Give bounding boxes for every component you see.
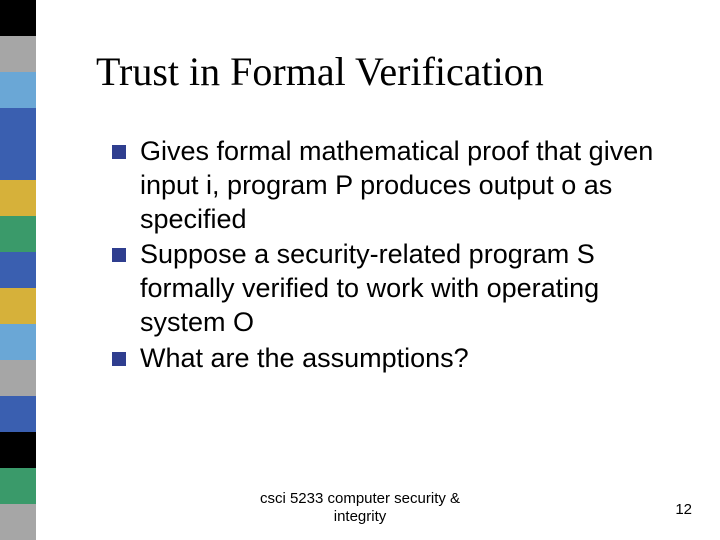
- sidebar-block: [0, 396, 36, 432]
- footer-text-line1: csci 5233 computer security &: [260, 490, 460, 507]
- slide-title: Trust in Formal Verification: [96, 48, 680, 95]
- sidebar-block: [0, 324, 36, 360]
- sidebar-block: [0, 180, 36, 216]
- sidebar-block: [0, 72, 36, 108]
- sidebar-block: [0, 288, 36, 324]
- sidebar-block: [0, 36, 36, 72]
- sidebar-block: [0, 144, 36, 180]
- page-number: 12: [675, 501, 692, 518]
- sidebar-block: [0, 216, 36, 252]
- sidebar-block: [0, 108, 36, 144]
- decorative-sidebar: [0, 0, 36, 540]
- sidebar-block: [0, 432, 36, 468]
- sidebar-block: [0, 360, 36, 396]
- slide-content: Trust in Formal Verification Gives forma…: [96, 48, 680, 377]
- sidebar-block: [0, 252, 36, 288]
- bullet-list: Gives formal mathematical proof that giv…: [96, 135, 680, 375]
- bullet-item: Suppose a security-related program S for…: [112, 238, 680, 339]
- bullet-item: What are the assumptions?: [112, 342, 680, 376]
- sidebar-block: [0, 0, 36, 36]
- footer-center: csci 5233 computer security & integrity: [0, 490, 720, 526]
- bullet-item: Gives formal mathematical proof that giv…: [112, 135, 680, 236]
- footer-text-line2: integrity: [334, 508, 387, 525]
